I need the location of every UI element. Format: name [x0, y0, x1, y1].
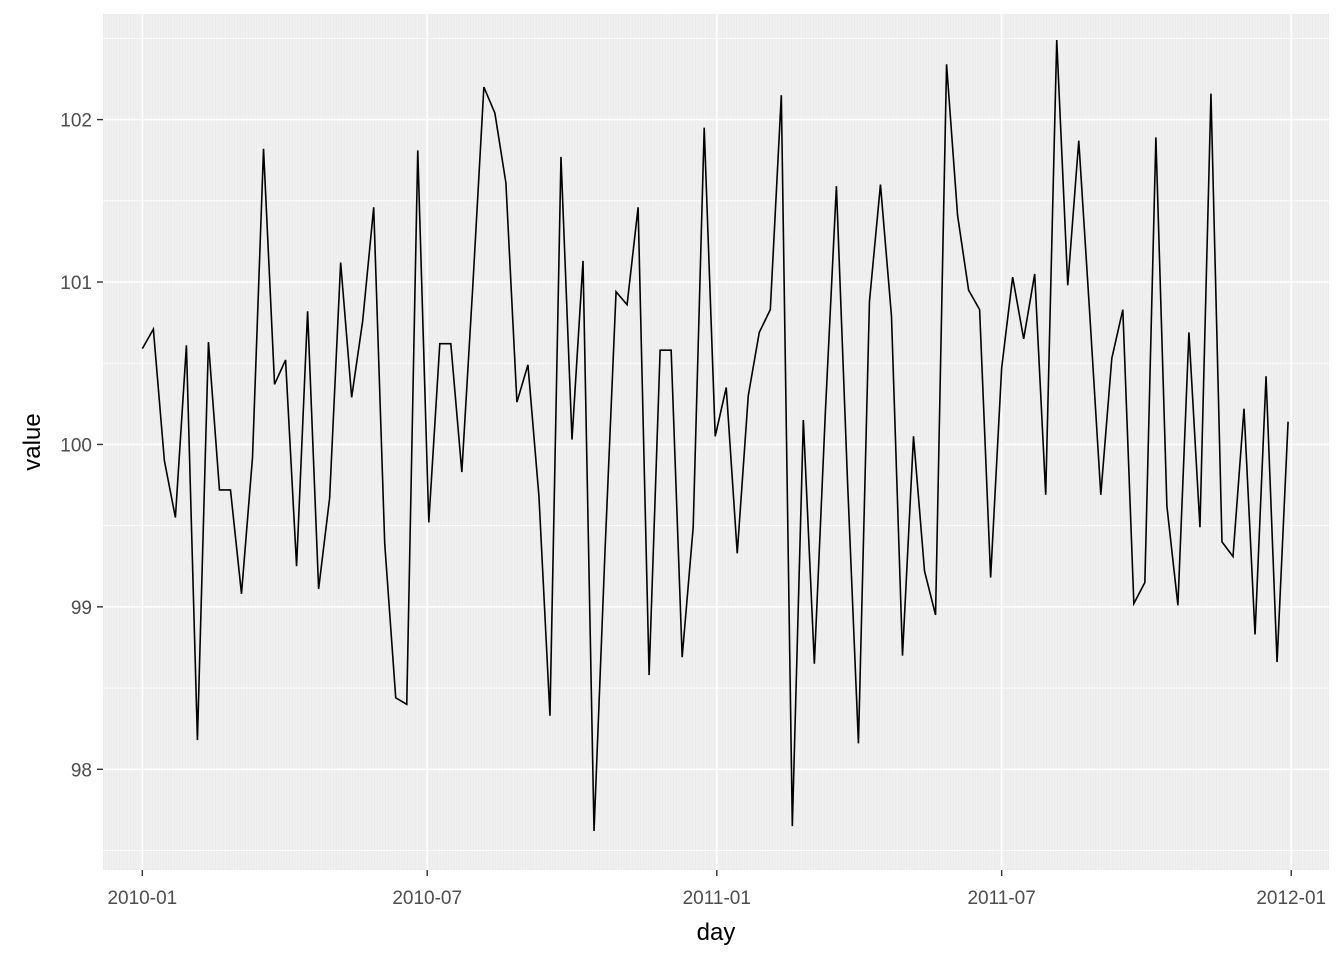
y-tick-label: 99 [71, 598, 92, 619]
x-axis: 2010-01 2010-07 2011-01 2011-07 2012-01 [107, 870, 1326, 909]
x-tick-label: 2010-01 [107, 888, 177, 909]
x-tick-label: 2010-07 [392, 888, 462, 909]
y-tick-label: 101 [60, 273, 92, 294]
x-tick-label: 2012-01 [1256, 888, 1326, 909]
x-tick-label: 2011-07 [967, 888, 1035, 909]
y-tick-label: 98 [71, 760, 92, 781]
x-axis-title: day [697, 919, 736, 946]
y-axis: 98 99 100 101 102 [60, 111, 103, 781]
y-tick-label: 102 [60, 111, 92, 132]
minor-gridline-day [104, 14, 1328, 870]
series-line [141, 39, 1289, 832]
y-axis-title: value [19, 413, 46, 470]
major-gridlines [103, 14, 1329, 870]
y-tick-label: 100 [60, 435, 92, 456]
x-tick-label: 2011-01 [683, 888, 751, 909]
